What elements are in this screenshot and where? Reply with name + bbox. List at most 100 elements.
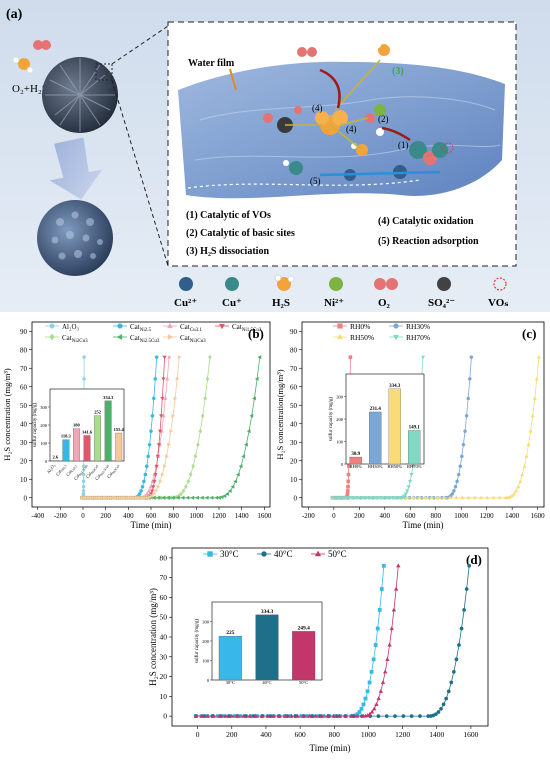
x-tick-label: 800 <box>168 512 179 520</box>
data-point <box>162 355 167 360</box>
data-point <box>405 489 410 494</box>
zoom-line-top <box>111 25 169 65</box>
data-point <box>196 442 200 448</box>
x-tick-label: 1200 <box>212 512 227 520</box>
data-point <box>463 429 467 434</box>
data-point <box>472 495 477 500</box>
water-film-pointer <box>229 68 237 91</box>
data-point <box>152 491 157 497</box>
data-point <box>410 464 416 469</box>
data-point <box>466 495 471 500</box>
data-point <box>161 413 166 418</box>
data-point <box>385 656 390 661</box>
data-point <box>209 495 214 500</box>
adsorption-arrow-icon <box>319 170 441 177</box>
data-point <box>346 464 351 469</box>
data-point <box>225 491 229 497</box>
legend-label: 40°C <box>274 549 293 559</box>
data-point <box>139 489 143 493</box>
inset-bar <box>388 388 401 465</box>
data-point <box>345 489 350 493</box>
inset-y-tick-label: 100 <box>202 659 210 664</box>
inset-y-tick-label: 300 <box>336 395 344 400</box>
inset-bar-value: 180 <box>73 423 81 428</box>
data-point <box>142 479 146 484</box>
y-tick-label: 60 <box>290 383 298 391</box>
inset-bar-value: 149.1 <box>409 425 421 430</box>
data-point <box>252 396 256 401</box>
data-point <box>195 495 199 500</box>
water-ripple <box>194 144 501 161</box>
species-legend: Cu²⁺ Cu⁺ H₂S Ni²⁺ O₂ SO₄²⁻ VOₛ <box>174 274 509 309</box>
data-point <box>208 354 212 360</box>
legend-marker <box>219 323 225 330</box>
data-point <box>134 495 139 500</box>
inset-category-label: RH70% <box>407 464 422 469</box>
data-point <box>81 479 86 484</box>
data-point <box>152 479 157 484</box>
y-tick-label: 30 <box>160 652 168 661</box>
data-point <box>137 492 142 496</box>
data-point <box>161 495 166 500</box>
inset-y-tick-label: 0 <box>341 462 344 467</box>
data-point <box>509 493 515 498</box>
data-point <box>283 713 288 718</box>
x-tick-label: 1600 <box>531 512 546 520</box>
data-point <box>374 701 379 706</box>
y-tick-label: 0 <box>294 494 298 502</box>
data-point <box>235 472 240 477</box>
data-point <box>100 495 105 500</box>
data-point <box>233 479 238 484</box>
y-tick-label: 80 <box>290 346 298 354</box>
data-point <box>219 495 224 500</box>
data-point <box>156 484 161 489</box>
data-point <box>109 495 114 500</box>
y-tick-label: 20 <box>290 457 298 465</box>
data-point <box>211 713 217 718</box>
data-point <box>162 464 167 469</box>
data-point <box>132 495 137 500</box>
legend-marker-ni2 <box>329 277 343 291</box>
data-point <box>381 563 386 568</box>
inset-bar-value: 334.3 <box>389 384 401 389</box>
data-point <box>82 495 87 500</box>
legend-marker <box>314 550 322 557</box>
data-point <box>417 495 422 500</box>
data-point <box>217 495 221 500</box>
data-point <box>532 396 537 400</box>
inset-bar-value: 231.4 <box>370 407 382 412</box>
h2s-molecule-icon <box>12 56 34 74</box>
inset-category-label: CatCu3.1 <box>65 462 78 477</box>
inset-y-tick-label: 200 <box>40 423 48 428</box>
x-tick-label: 1000 <box>361 730 376 739</box>
x-tick-label: 800 <box>329 730 341 739</box>
transformation-arrow-icon <box>49 137 103 200</box>
y-tick-label: 70 <box>20 365 28 373</box>
data-point <box>175 495 180 500</box>
data-point <box>349 713 354 718</box>
data-point <box>444 696 449 701</box>
x-tick-label: 1600 <box>257 512 272 520</box>
legend-label-cu2: Cu²⁺ <box>174 297 197 309</box>
data-point <box>379 587 384 591</box>
x-tick-label: 0 <box>81 512 85 520</box>
legend: RH0% RH30% RH50% RH70% <box>333 322 430 342</box>
legend-label: CatNi1.5Cu3 <box>232 323 262 333</box>
data-point <box>141 495 146 500</box>
inset-bar-value: 249.4 <box>297 625 310 631</box>
data-point <box>345 492 350 496</box>
y-tick-label: 40 <box>20 420 28 428</box>
y-tick-label: 30 <box>20 439 28 447</box>
data-point <box>522 463 527 468</box>
panel-label: (b) <box>248 326 264 341</box>
data-point <box>453 484 458 489</box>
data-point <box>301 713 306 718</box>
data-point <box>357 710 362 714</box>
data-point <box>158 479 163 484</box>
inset-category-label: RH30% <box>368 464 383 469</box>
data-point <box>153 473 158 477</box>
data-point <box>169 429 174 434</box>
y-tick-label: 80 <box>160 553 168 562</box>
data-point <box>536 354 542 359</box>
data-point <box>249 413 254 418</box>
